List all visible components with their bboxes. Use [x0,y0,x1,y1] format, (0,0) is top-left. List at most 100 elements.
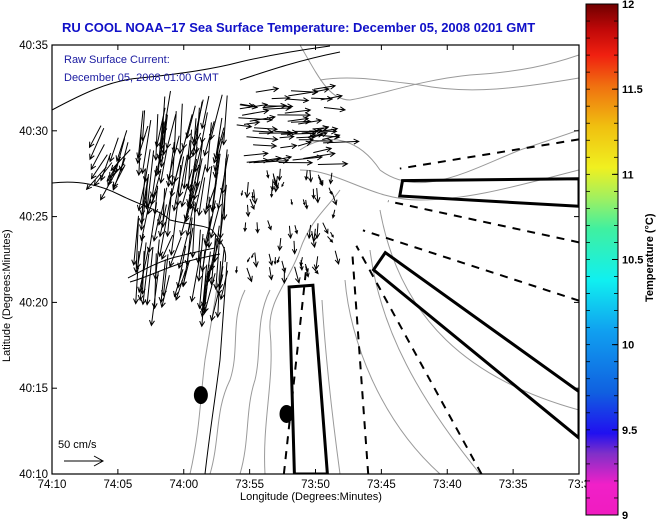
coastline-north [52,45,331,111]
current-vector [266,170,270,179]
current-vector [185,105,196,139]
restricted-zone [287,283,329,474]
current-vector [165,113,177,150]
current-vector [287,116,310,123]
current-vector [311,95,334,102]
current-vector [213,245,220,291]
current-vector [322,222,329,235]
current-vector [161,254,169,297]
current-vector [279,134,295,140]
current-vector [185,129,192,191]
colorbar-ticks: 12 11.5 11 10.5 10 9.5 9 [612,0,643,519]
shipping-lane [362,229,579,302]
coastline-spit [239,51,341,81]
current-vector [251,189,258,205]
current-vector [139,194,152,242]
current-vector [234,266,239,274]
plot-background [52,45,579,474]
current-vector [203,165,213,216]
scale-arrow-label: 50 cm/s [58,439,97,451]
current-vector [240,190,244,197]
current-vector [313,83,337,90]
current-vector [320,93,344,101]
current-vector [308,169,314,183]
current-vector [209,206,220,239]
current-vector [209,233,217,286]
x-tick-label: 74:05 [103,479,132,491]
x-tick-label: 73:55 [235,479,264,491]
current-vector [181,140,191,190]
buoy-1 [193,386,208,405]
current-vector [202,121,215,157]
bathymetry-contours [189,45,579,474]
current-vector [177,223,191,270]
contour-line [319,77,579,91]
current-vector [139,250,146,295]
current-vector [273,257,277,265]
x-axis: 74:10 74:05 74:00 73:55 73:50 73:45 73:40 73:35… [38,45,590,491]
colorbar-minor-ticks [586,20,618,499]
colorbar: 12 11.5 11 10.5 10 9.5 9 Temperature (°C) [585,0,656,519]
current-vector [303,151,336,159]
coastline-bay [52,181,227,263]
current-vector [196,177,206,217]
current-vector [264,103,294,110]
current-vector [313,256,320,271]
current-vector [193,107,200,155]
current-vector [139,176,149,231]
current-vector [255,222,260,234]
current-vector [311,266,319,275]
current-vector [174,164,182,207]
current-vector [88,125,102,149]
current-vector [251,192,255,200]
current-vector [243,150,269,157]
current-vector [199,264,208,313]
current-vector [189,251,202,303]
current-vector [277,238,283,252]
contour-line [299,129,579,184]
current-vector [149,271,159,327]
current-vector [200,266,211,318]
current-vector [247,257,251,263]
current-vector [331,209,336,219]
current-vector [269,189,274,198]
current-vector [204,200,216,248]
current-vector [290,199,294,206]
current-vector [276,256,280,264]
y-tick-label: 40:35 [19,40,48,52]
current-vector [313,125,330,133]
current-vector [194,139,204,188]
current-vector [249,198,255,211]
current-vector [158,147,168,184]
current-vector [216,266,224,296]
y-tick-label: 40:25 [19,212,48,224]
contour-line [321,299,341,474]
current-vector [305,266,310,278]
current-vector [299,257,304,267]
current-vector [236,123,253,130]
current-vector [255,86,280,93]
colorbar-tick-label: 11 [622,169,634,181]
current-vector [253,126,279,132]
current-vector [174,270,186,301]
current-vector [310,138,334,144]
current-vector [168,198,179,256]
current-vector [160,188,167,229]
current-vector [90,154,108,180]
current-vector [277,112,312,118]
current-vector [290,118,312,125]
current-vector [118,142,129,173]
current-vector [251,253,254,259]
current-vector [144,246,154,306]
current-vector [249,155,282,164]
current-vector [154,126,167,177]
current-vector [150,165,158,199]
scale-arrow-head [93,455,105,467]
current-vector [313,146,333,154]
restricted-zones [287,177,579,474]
current-vector [245,204,251,218]
current-vector [197,251,206,310]
buoy-2 [279,404,294,423]
current-vector [306,224,313,240]
current-vector [200,95,210,130]
